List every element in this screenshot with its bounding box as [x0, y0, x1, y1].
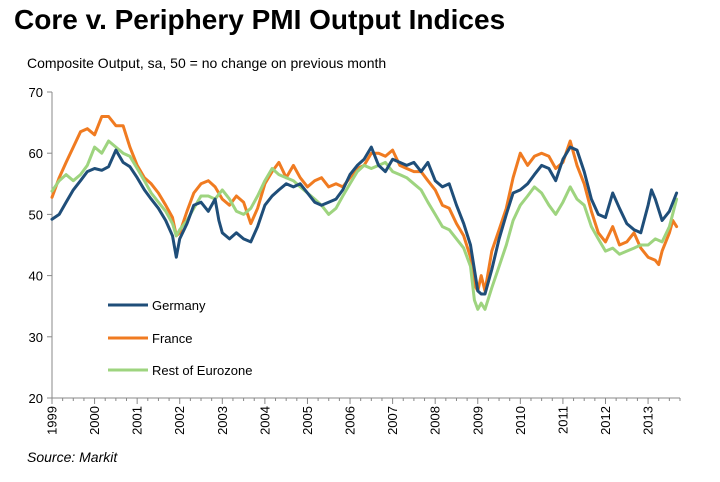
- axes: 20 30 40 50 60 70 1999 2000 2001 2002 2003 2004 2005…: [29, 85, 681, 435]
- series-line-germany: [50, 145, 679, 296]
- y-tick-label: 20: [29, 391, 43, 406]
- legend: Germany France Rest of Eurozone: [108, 298, 252, 378]
- x-tick-label: 2002: [172, 406, 187, 435]
- series-lines: [50, 115, 679, 311]
- y-tick-label: 40: [29, 269, 43, 284]
- x-tick-label: 2000: [87, 406, 102, 435]
- x-tick-label: 2005: [300, 406, 315, 435]
- x-tick-label: 1999: [45, 406, 60, 435]
- y-tick-label: 30: [29, 330, 43, 345]
- x-tick-label: 2008: [428, 406, 443, 435]
- chart-title: Core v. Periphery PMI Output Indices: [14, 4, 506, 35]
- x-tick-label: 2010: [513, 406, 528, 435]
- chart-subtitle: Composite Output, sa, 50 = no change on …: [27, 55, 387, 71]
- x-tick-label: 2013: [641, 406, 656, 435]
- x-tick-label: 2006: [343, 406, 358, 435]
- x-tick-label: 2009: [470, 406, 485, 435]
- legend-label-germany: Germany: [152, 298, 206, 313]
- legend-label-rest-of-eurozone: Rest of Eurozone: [152, 363, 252, 378]
- legend-label-france: France: [152, 331, 192, 346]
- y-tick-label: 60: [29, 146, 43, 161]
- series-line-rest-of-eurozone: [50, 139, 679, 311]
- x-tick-label: 2001: [130, 406, 145, 435]
- x-tick-label: 2012: [598, 406, 613, 435]
- x-tick-label: 2007: [385, 406, 400, 435]
- x-tick-label: 2011: [555, 406, 570, 434]
- y-tick-label: 70: [29, 85, 43, 100]
- x-tick-label: 2004: [257, 406, 272, 435]
- chart-source: Source: Markit: [27, 449, 118, 465]
- x-tick-label: 2003: [215, 406, 230, 435]
- y-tick-label: 50: [29, 207, 43, 222]
